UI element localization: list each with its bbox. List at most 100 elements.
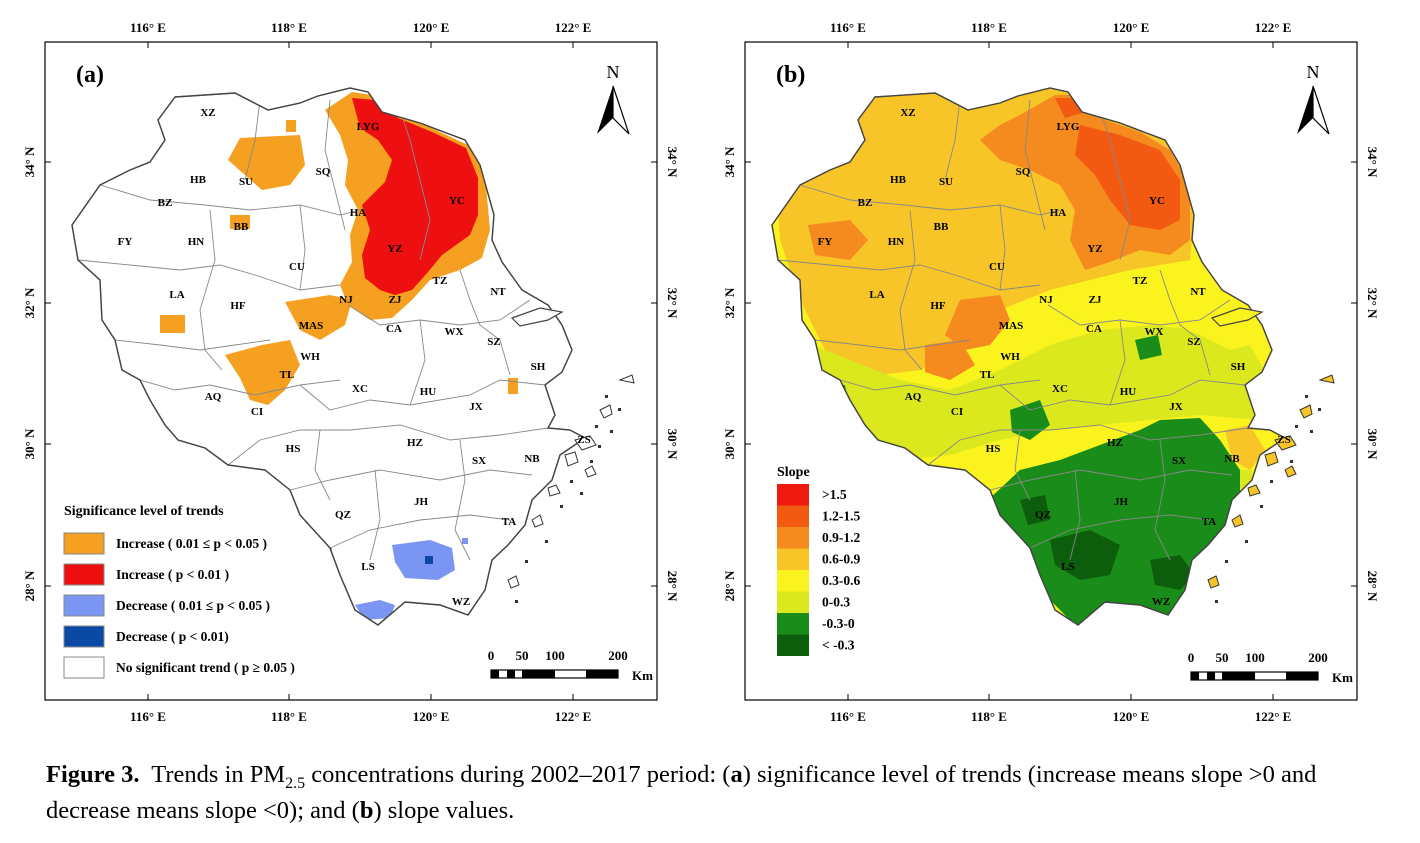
city-label: YZ [387,243,402,255]
svg-text:200: 200 [608,648,628,663]
caption-text: ) slope values. [373,797,515,824]
city-label: NT [1190,286,1206,298]
legend-swatch [777,570,809,592]
lat-tick-label: 30° N [665,429,680,460]
city-label: SX [1172,455,1186,467]
city-label: MAS [299,320,323,332]
legend-swatch [63,625,105,648]
lon-tick-label: 122° E [1255,20,1292,35]
legend-swatch [63,656,105,679]
lat-tick-label: 34° N [665,147,680,178]
legend-label: Increase ( p < 0.01 ) [116,567,229,582]
lat-tick-label: 34° N [22,146,37,177]
svg-text:Km: Km [1332,670,1353,685]
lon-tick-label: 116° E [830,709,866,724]
caption-text: ) significance level of trends (increase… [46,761,1317,824]
city-label: CA [1086,323,1102,335]
legend-swatch [63,594,105,617]
city-label: BZ [858,197,873,209]
svg-text:200: 200 [1308,650,1328,665]
coastal-islands [507,374,635,589]
city-label: CI [951,406,963,418]
city-label: HN [188,236,205,248]
city-label: CI [251,406,263,418]
caption-subscript: 2.5 [285,774,306,792]
legend-label: Decrease ( 0.01 ≤ p < 0.05 ) [116,598,270,613]
city-label: WH [300,351,320,363]
lon-tick-label: 118° E [971,20,1007,35]
legend-swatch [777,634,809,656]
city-label: YZ [1087,243,1102,255]
city-label: QZ [1035,509,1051,521]
legend-title: Slope [777,465,810,480]
svg-text:0: 0 [488,648,495,663]
city-label: BZ [158,197,173,209]
lat-tick-label: 28° N [722,570,737,601]
svg-text:Km: Km [632,668,653,683]
legend-label: Decrease ( p < 0.01) [116,629,229,644]
city-label: TL [280,369,295,381]
city-label: XZ [200,107,215,119]
city-label: LS [1061,561,1074,573]
slope-patches [772,88,1270,625]
lat-tick-label: 32° N [1365,288,1380,319]
lon-tick-label: 120° E [1113,20,1150,35]
city-label: HN [888,236,905,248]
city-label: HB [190,174,207,186]
city-label: SZ [487,336,500,348]
lon-tick-label: 118° E [271,709,307,724]
city-label: ZS [1277,434,1290,446]
legend-label: No significant trend ( p ≥ 0.05 ) [116,660,295,675]
caption-ref-a: a [730,761,743,788]
north-arrow: N [1297,62,1330,135]
legend-significance: Significance level of trends Increase ( … [63,504,295,679]
north-arrow: N [597,62,630,135]
legend-swatch [63,563,105,586]
legend-label: -0.3-0 [822,616,855,631]
legend-label: >1.5 [822,487,847,502]
city-label: AQ [205,391,222,403]
city-label: YC [449,195,465,207]
city-label: FY [818,236,833,248]
lat-tick-label: 34° N [1365,147,1380,178]
legend-label: 0.3-0.6 [822,573,860,588]
legend-label: 1.2-1.5 [822,509,860,524]
city-label: SH [1231,361,1246,373]
city-label: TL [980,369,995,381]
city-label: SX [472,455,486,467]
lon-tick-label: 122° E [555,20,592,35]
city-label: XZ [900,107,915,119]
svg-text:50: 50 [516,648,529,663]
legend-slope: Slope >1.5 1.2-1.5 0.9-1.2 0.6-0.9 0.3-0.6 0-… [777,465,860,656]
legend-label: 0.6-0.9 [822,552,860,567]
city-label: BB [234,221,249,233]
legend-label: Increase ( 0.01 ≤ p < 0.05 ) [116,536,267,551]
city-label: HU [420,386,437,398]
city-label: HZ [407,437,423,449]
lat-tick-label: 28° N [22,570,37,601]
city-label: AQ [905,391,922,403]
coastal-islands [1207,374,1335,589]
city-label: TA [1202,516,1217,528]
city-label: HF [230,300,246,312]
city-label: TZ [1133,275,1148,287]
city-label: WX [445,326,464,338]
legend-swatch [777,548,809,570]
city-label: HS [286,443,301,455]
city-label: HZ [1107,437,1123,449]
panel-label: (a) [76,62,104,88]
lon-tick-label: 120° E [413,20,450,35]
city-label: HS [986,443,1001,455]
lat-tick-label: 30° N [722,428,737,459]
legend-swatch [777,505,809,527]
city-label: XC [1052,383,1068,395]
city-label: SQ [316,166,331,178]
city-label: BB [934,221,949,233]
svg-text:50: 50 [1216,650,1229,665]
lon-tick-label: 122° E [1255,709,1292,724]
city-label: WX [1145,326,1164,338]
lon-tick-label: 120° E [1113,709,1150,724]
caption-text: concentrations during 2002–2017 period: … [305,761,731,788]
legend-label: 0.9-1.2 [822,530,860,545]
island-specks [515,395,621,603]
